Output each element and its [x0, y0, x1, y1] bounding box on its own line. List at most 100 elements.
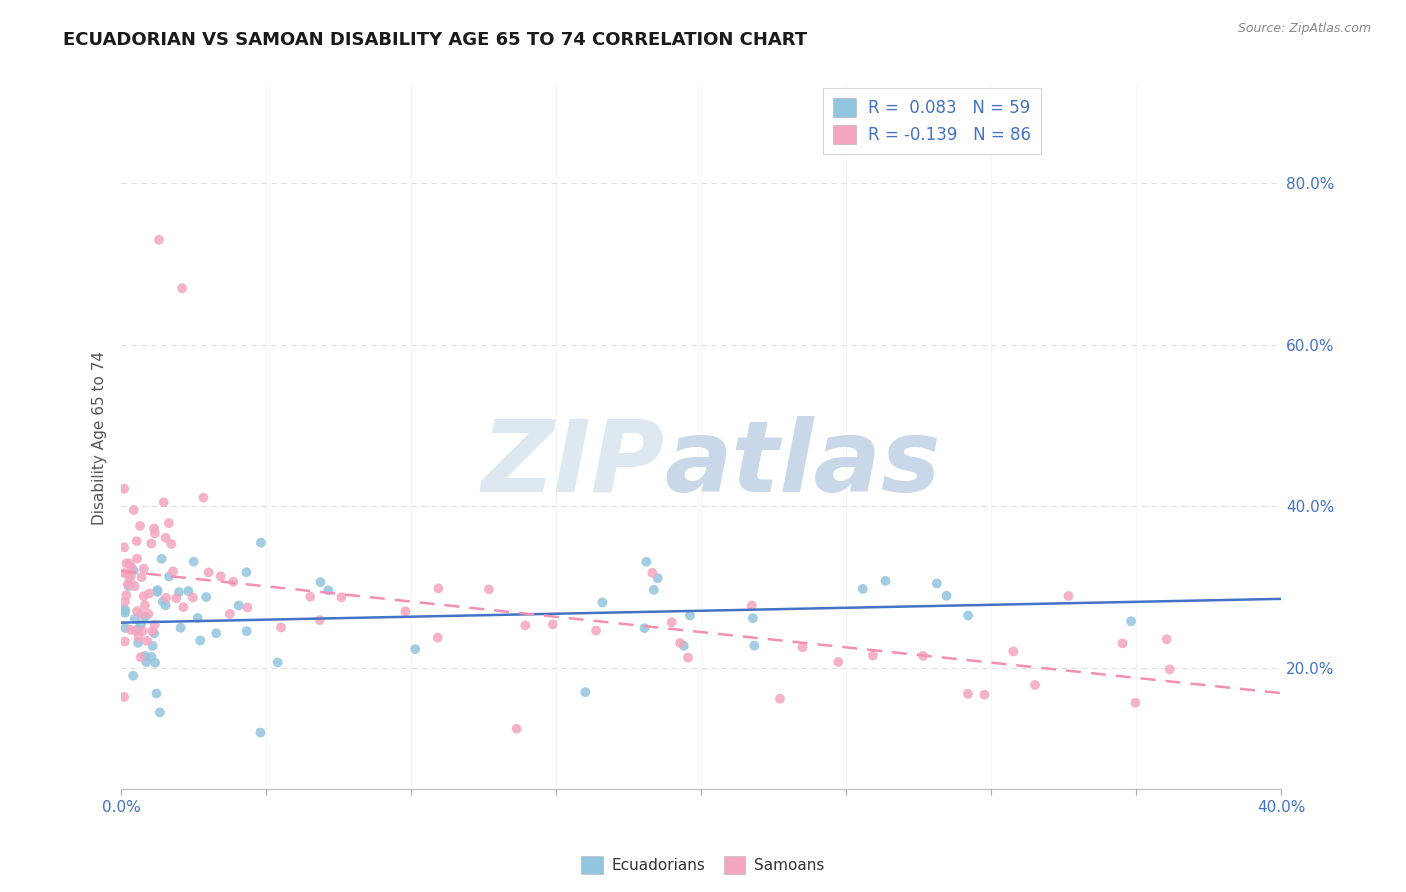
Point: [957, 608, 980, 623]
Point: [183, 555, 205, 569]
Point: [165, 591, 187, 606]
Point: [129, 650, 152, 665]
Point: [925, 576, 948, 591]
Point: [134, 648, 156, 663]
Point: [541, 617, 564, 632]
Point: [114, 595, 136, 609]
Point: [114, 606, 136, 620]
Point: [149, 706, 172, 720]
Point: [478, 582, 501, 597]
Point: [117, 566, 139, 581]
Point: [122, 503, 145, 517]
Point: [148, 233, 170, 247]
Point: [138, 586, 160, 600]
Point: [152, 495, 174, 509]
Point: [679, 608, 702, 623]
Point: [125, 551, 148, 566]
Point: [769, 691, 792, 706]
Point: [135, 633, 157, 648]
Point: [741, 599, 763, 613]
Point: [132, 624, 155, 638]
Point: [112, 602, 135, 616]
Point: [131, 570, 153, 584]
Point: [141, 536, 163, 550]
Point: [125, 534, 148, 549]
Point: [143, 626, 166, 640]
Point: [744, 639, 766, 653]
Point: [195, 590, 218, 604]
Point: [150, 552, 173, 566]
Point: [505, 722, 527, 736]
Text: Source: ZipAtlas.com: Source: ZipAtlas.com: [1237, 22, 1371, 36]
Point: [177, 584, 200, 599]
Point: [120, 623, 142, 637]
Point: [127, 636, 149, 650]
Legend: Ecuadorians, Samoans: Ecuadorians, Samoans: [575, 850, 831, 880]
Point: [585, 624, 607, 638]
Point: [205, 626, 228, 640]
Point: [636, 555, 658, 569]
Point: [222, 574, 245, 589]
Point: [973, 688, 995, 702]
Point: [641, 566, 664, 580]
Point: [112, 690, 135, 704]
Point: [127, 604, 149, 618]
Point: [515, 618, 537, 632]
Point: [661, 615, 683, 630]
Point: [124, 612, 146, 626]
Point: [128, 631, 150, 645]
Point: [647, 571, 669, 585]
Point: [114, 621, 136, 635]
Point: [146, 585, 169, 599]
Point: [118, 579, 141, 593]
Point: [143, 617, 166, 632]
Point: [167, 585, 190, 599]
Point: [1156, 632, 1178, 647]
Point: [1119, 614, 1142, 628]
Point: [676, 650, 699, 665]
Point: [209, 569, 232, 583]
Text: ZIP: ZIP: [481, 416, 664, 513]
Point: [852, 582, 875, 596]
Point: [1111, 636, 1133, 650]
Point: [218, 607, 240, 621]
Point: [157, 569, 180, 583]
Point: [1159, 662, 1181, 676]
Text: ECUADORIAN VS SAMOAN DISABILITY AGE 65 TO 74 CORRELATION CHART: ECUADORIAN VS SAMOAN DISABILITY AGE 65 T…: [63, 31, 807, 49]
Point: [129, 617, 152, 632]
Point: [316, 583, 339, 598]
Point: [404, 642, 426, 657]
Point: [193, 491, 215, 505]
Point: [169, 621, 191, 635]
Point: [394, 604, 416, 618]
Point: [228, 599, 250, 613]
Point: [308, 613, 330, 627]
Point: [118, 556, 141, 570]
Point: [121, 560, 143, 574]
Point: [956, 687, 979, 701]
Point: [249, 725, 271, 739]
Point: [141, 624, 163, 639]
Point: [124, 624, 146, 638]
Point: [155, 599, 177, 613]
Point: [143, 521, 166, 535]
Point: [669, 636, 692, 650]
Point: [172, 281, 194, 295]
Point: [117, 577, 139, 591]
Point: [127, 623, 149, 637]
Point: [792, 640, 814, 655]
Point: [129, 519, 152, 533]
Point: [235, 624, 257, 639]
Point: [114, 603, 136, 617]
Point: [643, 582, 665, 597]
Point: [267, 656, 290, 670]
Point: [122, 669, 145, 683]
Point: [862, 648, 884, 663]
Point: [1057, 589, 1080, 603]
Point: [114, 634, 136, 648]
Point: [143, 526, 166, 541]
Point: [299, 590, 322, 604]
Point: [118, 574, 141, 588]
Point: [633, 621, 655, 635]
Point: [827, 655, 849, 669]
